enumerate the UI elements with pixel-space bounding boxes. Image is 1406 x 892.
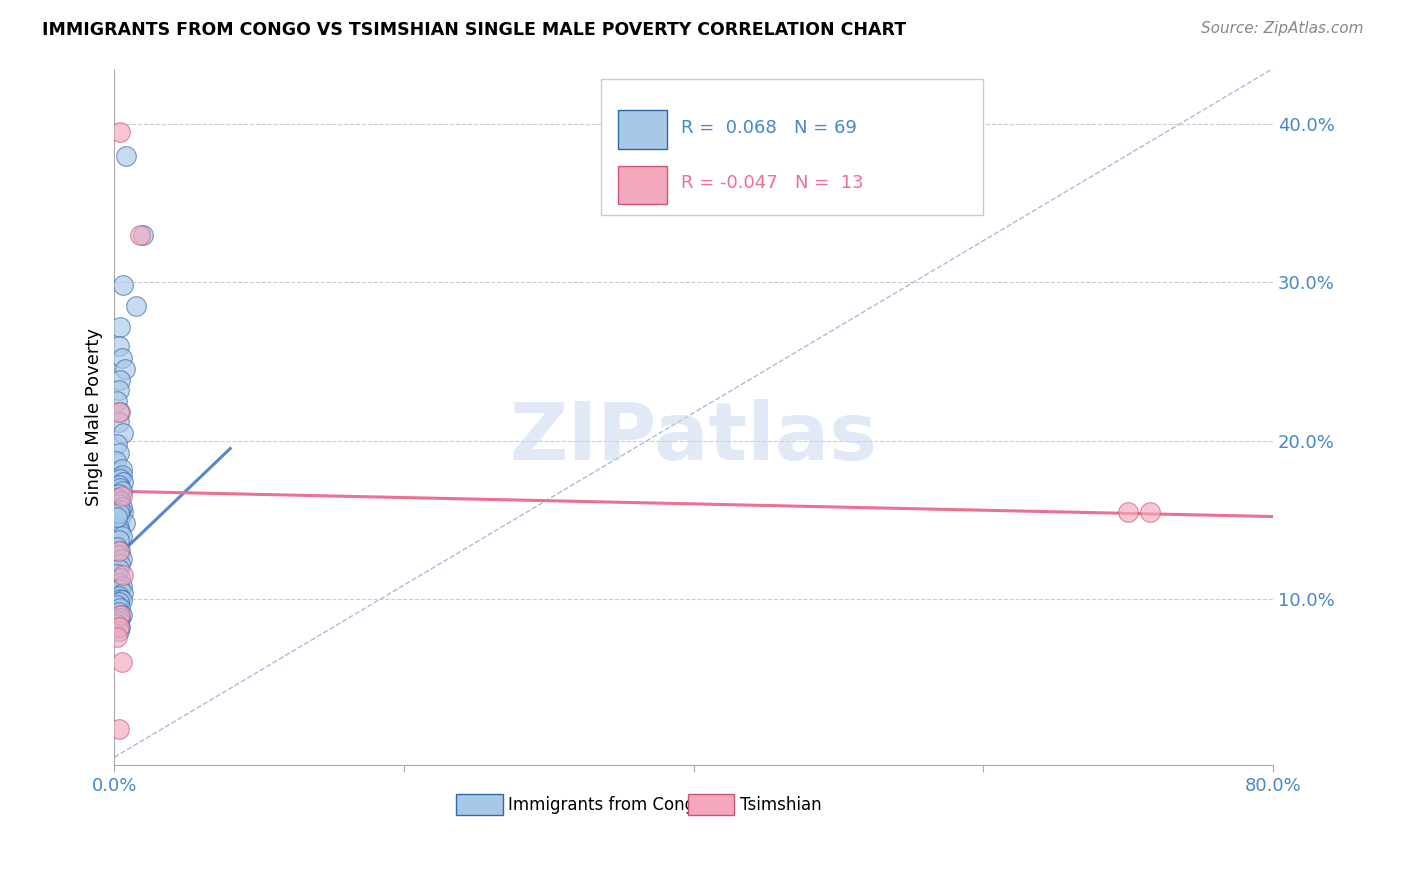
Point bbox=[111, 500, 134, 514]
Point bbox=[107, 624, 129, 638]
Point bbox=[111, 351, 134, 366]
Point bbox=[108, 582, 131, 597]
Point bbox=[107, 548, 129, 562]
Point bbox=[1116, 505, 1139, 519]
Point bbox=[114, 362, 136, 376]
Point bbox=[112, 475, 135, 489]
Text: Immigrants from Congo: Immigrants from Congo bbox=[509, 796, 706, 814]
Point bbox=[108, 601, 131, 615]
Text: Source: ZipAtlas.com: Source: ZipAtlas.com bbox=[1201, 21, 1364, 36]
Point bbox=[107, 595, 129, 609]
Text: R =  0.068   N = 69: R = 0.068 N = 69 bbox=[681, 119, 856, 136]
Point bbox=[107, 521, 129, 535]
Point bbox=[107, 620, 129, 634]
Point bbox=[108, 471, 131, 485]
Point bbox=[112, 278, 135, 293]
Point bbox=[105, 598, 128, 612]
Point bbox=[108, 544, 131, 558]
Point bbox=[112, 505, 135, 519]
Point bbox=[108, 373, 131, 387]
Point bbox=[108, 125, 131, 139]
Point bbox=[107, 499, 129, 513]
Point bbox=[107, 544, 129, 558]
Point bbox=[105, 540, 128, 554]
Point bbox=[105, 394, 128, 409]
Point bbox=[105, 436, 128, 450]
Point bbox=[107, 338, 129, 352]
Point bbox=[107, 446, 129, 460]
Point bbox=[112, 425, 135, 440]
Point bbox=[107, 533, 129, 548]
Y-axis label: Single Male Poverty: Single Male Poverty bbox=[86, 328, 103, 506]
Point bbox=[107, 478, 129, 492]
Point bbox=[108, 620, 131, 634]
FancyBboxPatch shape bbox=[456, 795, 502, 815]
Point bbox=[105, 630, 128, 644]
Point bbox=[132, 227, 155, 242]
Point bbox=[1139, 505, 1161, 519]
Point bbox=[108, 571, 131, 585]
Point bbox=[108, 607, 131, 622]
Point bbox=[104, 454, 127, 468]
FancyBboxPatch shape bbox=[619, 111, 666, 149]
Point bbox=[111, 484, 134, 499]
Point bbox=[105, 485, 128, 500]
Point bbox=[114, 516, 136, 530]
Point bbox=[108, 611, 131, 625]
Text: R = -0.047   N =  13: R = -0.047 N = 13 bbox=[681, 175, 863, 193]
Point bbox=[111, 528, 134, 542]
Point bbox=[108, 492, 131, 507]
Point bbox=[107, 605, 129, 619]
FancyBboxPatch shape bbox=[619, 166, 666, 204]
Point bbox=[112, 585, 135, 599]
Point bbox=[111, 593, 134, 607]
Point bbox=[107, 415, 129, 429]
Point bbox=[107, 383, 129, 397]
Point bbox=[107, 562, 129, 576]
Point bbox=[111, 552, 134, 566]
Point bbox=[107, 589, 129, 603]
Point bbox=[111, 655, 134, 669]
Point bbox=[108, 503, 131, 517]
Point bbox=[105, 617, 128, 632]
Point bbox=[111, 468, 134, 483]
Point bbox=[111, 607, 134, 622]
Point bbox=[107, 576, 129, 591]
FancyBboxPatch shape bbox=[600, 79, 983, 215]
Point bbox=[108, 557, 131, 571]
Point bbox=[108, 591, 131, 606]
Text: ZIPatlas: ZIPatlas bbox=[509, 399, 877, 476]
Point bbox=[111, 462, 134, 476]
Point bbox=[108, 481, 131, 495]
Point bbox=[108, 319, 131, 334]
Point bbox=[129, 227, 152, 242]
Point bbox=[112, 568, 135, 582]
Point bbox=[108, 525, 131, 540]
Point bbox=[107, 497, 129, 511]
Point bbox=[108, 470, 131, 484]
Point bbox=[107, 507, 129, 521]
Point bbox=[108, 493, 131, 508]
Point bbox=[107, 487, 129, 501]
Point bbox=[108, 405, 131, 419]
Point bbox=[105, 491, 128, 505]
Text: Tsimshian: Tsimshian bbox=[740, 796, 821, 814]
FancyBboxPatch shape bbox=[688, 795, 734, 815]
Point bbox=[108, 511, 131, 525]
Point bbox=[111, 489, 134, 503]
Point bbox=[105, 509, 128, 524]
Point bbox=[107, 722, 129, 736]
Point bbox=[107, 405, 129, 419]
Text: IMMIGRANTS FROM CONGO VS TSIMSHIAN SINGLE MALE POVERTY CORRELATION CHART: IMMIGRANTS FROM CONGO VS TSIMSHIAN SINGL… bbox=[42, 21, 907, 38]
Point bbox=[111, 579, 134, 593]
Point bbox=[107, 614, 129, 628]
Point bbox=[125, 299, 148, 313]
Point bbox=[105, 566, 128, 581]
Point bbox=[115, 148, 138, 162]
Point bbox=[107, 478, 129, 492]
